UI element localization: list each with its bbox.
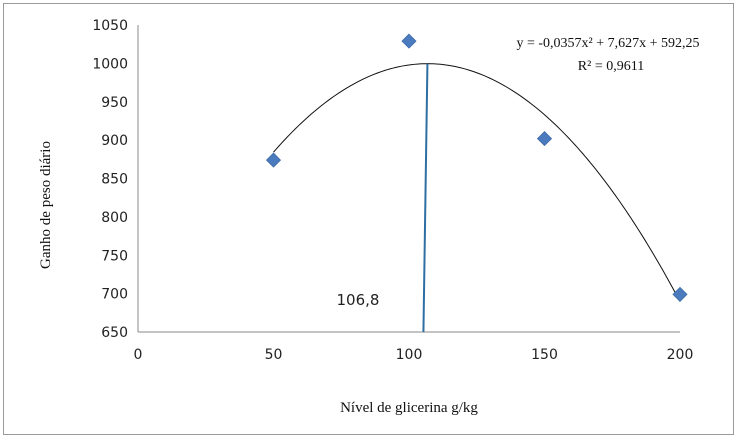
x-tick-label: 150	[531, 347, 558, 363]
x-tick-label: 50	[265, 347, 283, 363]
trend-equation: y = -0,0357x² + 7,627x + 592,25	[516, 36, 699, 51]
chart-frame	[3, 3, 734, 435]
y-tick-label: 850	[101, 172, 128, 188]
y-tick-label: 1000	[92, 56, 128, 72]
x-tick-labels: 0 50 100 150 200	[134, 347, 694, 363]
y-axis-title: Ganho de peso diário	[38, 141, 54, 269]
y-tick-label: 700	[101, 287, 128, 303]
data-point	[401, 33, 417, 49]
y-tick-label: 750	[101, 248, 128, 264]
data-points	[265, 33, 688, 302]
data-point	[672, 286, 688, 302]
x-axis-title: Nível de glicerina g/kg	[340, 400, 478, 416]
r-squared: R² = 0,9611	[578, 59, 644, 74]
x-tick-label: 100	[396, 347, 423, 363]
y-tick-label: 900	[101, 133, 128, 149]
optimum-label: 106,8	[337, 291, 380, 309]
y-tick-label: 950	[101, 95, 128, 111]
x-tick-label: 200	[667, 347, 694, 363]
y-tick-label: 800	[101, 210, 128, 226]
data-point	[265, 152, 282, 168]
y-tick-label: 650	[101, 325, 128, 341]
y-tick-label: 1050	[92, 18, 128, 34]
x-tick-label: 0	[134, 347, 143, 363]
data-point	[536, 131, 553, 147]
optimum-vertical-line	[422, 63, 429, 333]
y-tick-labels: 650 700 750 800 850 900 950 1000 1050	[92, 18, 128, 341]
trendline	[273, 63, 681, 302]
